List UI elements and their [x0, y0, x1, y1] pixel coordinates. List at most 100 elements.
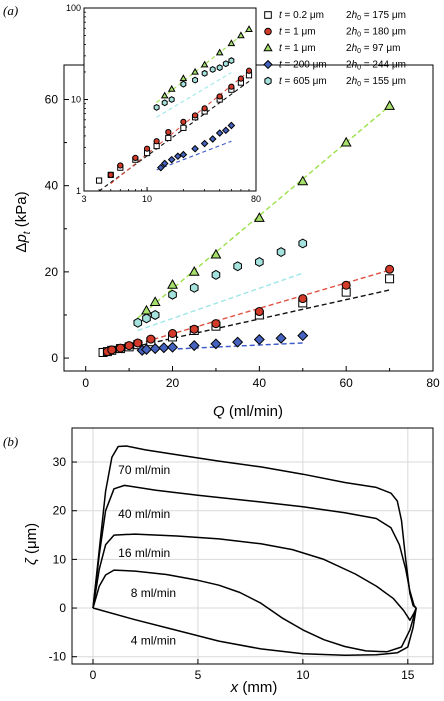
curve-label-3: 16 ml/min [118, 546, 170, 560]
series-5-point [189, 282, 199, 293]
legend-h-value: = 244 μm [361, 60, 406, 71]
legend-marker-4 [263, 59, 273, 70]
series-5-point [211, 269, 221, 280]
inset-series-3-point [191, 67, 199, 75]
panel-b-plot-area [71, 427, 434, 665]
panel-a-y-label-sub: t [22, 230, 33, 234]
series-5-point [168, 289, 177, 300]
series-2-point [298, 294, 308, 304]
inset-series-2-point [237, 75, 245, 82]
legend-h-prefix: 2 [346, 60, 352, 71]
legend-t-value: = 1 μm [282, 27, 316, 38]
series-2-point [146, 334, 156, 344]
series-3-point [210, 248, 222, 259]
x-tick-label: 60 [339, 376, 353, 390]
x-tick-label: 5 [195, 668, 202, 682]
legend-t-symbol: t [279, 27, 283, 38]
legend-t-symbol: t [279, 43, 283, 54]
y-tick-label: 10 [53, 552, 67, 566]
inset-series-3-point [167, 84, 176, 92]
curve-label-2: 40 ml/min [118, 507, 170, 521]
y-tick-label: 20 [53, 504, 67, 518]
legend-h-prefix: 2 [346, 76, 352, 87]
legend-h-subscript: 0 [357, 48, 361, 55]
inset-series-5-point [216, 64, 223, 72]
inset-series-4-point [208, 135, 217, 143]
legend-h-symbol: h [352, 60, 358, 71]
inset-series-1-point [165, 134, 172, 142]
legend-t-value: = 605 μm [282, 76, 327, 87]
series-4-point [297, 330, 309, 342]
series-2-point [107, 345, 117, 355]
legend-entry-2: t = 1 μm 2h0 = 180 μm [279, 27, 406, 39]
y-tick-label: 0 [51, 351, 58, 365]
series-2-point [115, 343, 125, 353]
legend-entry-3: t = 1 μm 2h0 = 97 μm [279, 43, 400, 55]
inset-fit-line-2 [110, 70, 250, 185]
inset-series-1-point [180, 124, 187, 131]
inset-series-4-point [156, 163, 165, 172]
inset-series-3-point [227, 39, 236, 47]
legend-h-symbol: h [352, 43, 358, 54]
legend-h-subscript: 0 [357, 32, 361, 39]
series-1-point [385, 274, 395, 284]
inset-series-4-point [160, 159, 169, 168]
inset-series-2-point [180, 118, 187, 125]
inset-series-2-point [201, 105, 208, 112]
legend-h-value: = 175 μm [361, 10, 406, 21]
series-4-point [149, 343, 161, 355]
panel-b-x-label: x (mm) [230, 679, 278, 696]
inset-series-4-point [179, 150, 188, 159]
x-tick-label: 20 [166, 376, 180, 390]
series-5-point [142, 313, 151, 324]
inset-y-tick-label: 100 [66, 3, 81, 13]
profile-curve-3 [92, 533, 417, 621]
legend-h-value: = 180 μm [361, 27, 406, 38]
series-4-point [275, 332, 287, 344]
panel-a-x-label: Q (ml/min) [213, 403, 283, 420]
panel-b-curve-labels: 70 ml/min 40 ml/min 16 ml/min 8 ml/min 4 ml/… [118, 463, 176, 647]
series-2-point [341, 280, 351, 290]
legend-t-value: = 0.2 μm [282, 10, 324, 21]
inset-series-2-point [191, 112, 199, 119]
series-3-point [253, 212, 265, 222]
curve-label-1: 70 ml/min [118, 463, 170, 477]
y-tick-label: 0 [59, 601, 66, 615]
inset-series-4-point [227, 121, 236, 130]
inset-series-2-point [216, 93, 223, 100]
inset-series-3-point [215, 48, 224, 56]
series-2-point [168, 329, 178, 339]
series-2-point [254, 307, 264, 317]
panel-b-y-label-unit: (μm) [23, 523, 40, 558]
panel-b-y-label: ζ (μm) [23, 523, 40, 565]
series-3-point [340, 136, 352, 147]
panel-a-markers [98, 100, 396, 357]
series-4-point [232, 336, 244, 348]
legend-marker-3 [263, 43, 273, 52]
legend-marker-1 [264, 11, 272, 19]
series-2-point [385, 264, 395, 274]
y-tick-label: 30 [53, 455, 67, 469]
panel-a-y-axis: 0 20 40 60 [45, 92, 69, 365]
panel-b-y-axis: -10 0 10 20 30 [49, 455, 77, 664]
inset-series-2-point [143, 145, 151, 152]
legend-marker-5 [264, 76, 272, 86]
panel-b-profiles [92, 445, 417, 656]
inset-series-3-point [237, 31, 245, 39]
curve-label-4: 8 ml/min [131, 586, 176, 600]
series-4-point [253, 334, 265, 346]
inset-series-5-point [192, 76, 199, 84]
series-5-point [233, 261, 242, 272]
legend-entry-1: t = 0.2 μm 2h0 = 175 μm [279, 10, 406, 22]
inset-series-4-point [191, 144, 199, 153]
panel-a-x-label-unit: (ml/min) [225, 403, 283, 420]
series-5-point [133, 317, 143, 328]
inset-series-5-point [228, 57, 235, 65]
legend-t-value: = 1 μm [282, 43, 316, 54]
inset-fit-line-4 [156, 72, 232, 118]
panel-b: (b) 70 ml/min 40 ml/min 16 ml/min 8 ml/min 4… [3, 427, 434, 696]
series-5-point [298, 238, 308, 249]
y-tick-label: 60 [45, 92, 59, 106]
